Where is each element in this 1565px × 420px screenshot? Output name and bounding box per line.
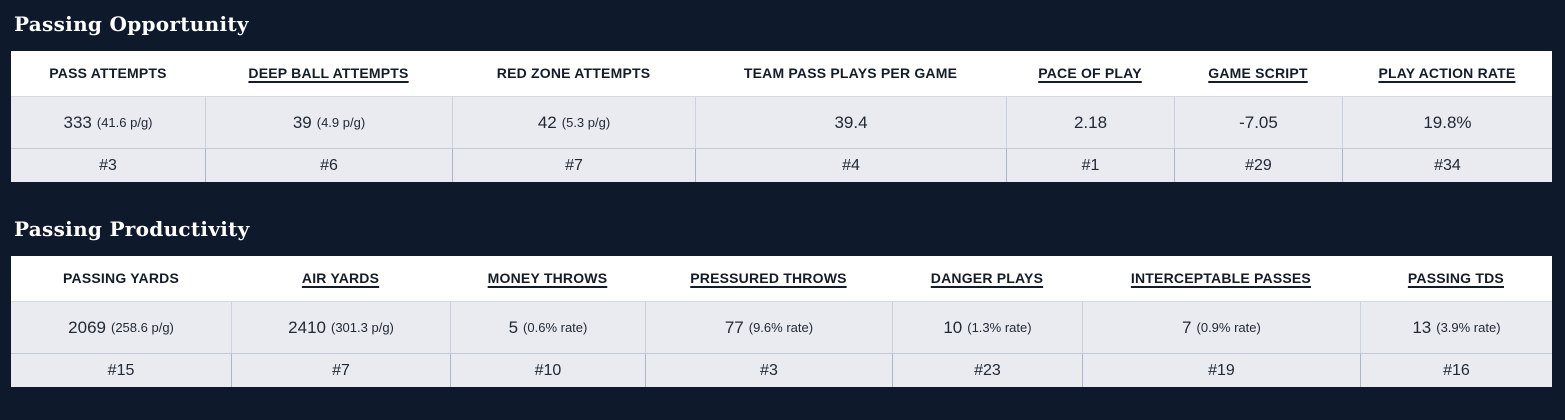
- column-header-red-zone-attempts: RED ZONE ATTEMPTS: [496, 65, 651, 81]
- column-header-pressured-throws[interactable]: PRESSURED THROWS: [690, 270, 847, 286]
- table-rank-row: #3 #6 #7 #4 #1 #29 #34: [11, 148, 1552, 182]
- stats-page: Passing Opportunity PASS ATTEMPTS DEEP B…: [11, 10, 1552, 387]
- passing-productivity-section: Passing Productivity PASSING YARDS AIR Y…: [11, 215, 1552, 387]
- column-header-money-throws[interactable]: MONEY THROWS: [487, 270, 608, 286]
- stat-value-team-pass-plays: 39.4: [695, 97, 1006, 148]
- column-header-team-pass-plays: TEAM PASS PLAYS PER GAME: [743, 65, 958, 81]
- stat-value-game-script: -7.05: [1173, 97, 1342, 148]
- stat-value-danger-plays: 10 (1.3% rate): [891, 302, 1082, 353]
- column-header-game-script[interactable]: GAME SCRIPT: [1208, 65, 1308, 81]
- stat-rank-team-pass-plays: #4: [695, 149, 1006, 182]
- column-header-interceptable-passes[interactable]: INTERCEPTABLE PASSES: [1130, 270, 1311, 286]
- stat-value-pressured-throws: 77 (9.6% rate): [644, 302, 892, 353]
- section-title: Passing Productivity: [14, 217, 250, 241]
- stat-rank-game-script: #29: [1173, 149, 1342, 182]
- passing-opportunity-section: Passing Opportunity PASS ATTEMPTS DEEP B…: [11, 10, 1552, 182]
- stat-value-air-yards: 2410 (301.3 p/g): [231, 302, 450, 353]
- column-header-air-yards[interactable]: AIR YARDS: [301, 270, 380, 286]
- stat-rank-money-throws: #10: [450, 354, 645, 387]
- stat-value-passing-tds: 13 (3.9% rate): [1359, 302, 1552, 353]
- stat-value-money-throws: 5 (0.6% rate): [450, 302, 645, 353]
- stat-rank-pass-attempts: #3: [99, 157, 117, 174]
- section-title: Passing Opportunity: [14, 12, 249, 36]
- stat-rank-deep-ball-attempts: #6: [205, 149, 452, 182]
- column-header-deep-ball-attempts[interactable]: DEEP BALL ATTEMPTS: [248, 65, 409, 81]
- table-header-row: PASSING YARDS AIR YARDS MONEY THROWS PRE…: [11, 256, 1552, 301]
- passing-productivity-table: PASSING YARDS AIR YARDS MONEY THROWS PRE…: [11, 256, 1552, 387]
- stat-value-play-action-rate: 19.8%: [1341, 97, 1552, 148]
- stat-rank-pace-of-play: #1: [1006, 149, 1174, 182]
- stat-value-deep-ball-attempts: 39 (4.9 p/g): [205, 97, 452, 148]
- stat-rank-air-yards: #7: [231, 354, 450, 387]
- passing-opportunity-table: PASS ATTEMPTS DEEP BALL ATTEMPTS RED ZON…: [11, 51, 1552, 182]
- column-header-play-action-rate[interactable]: PLAY ACTION RATE: [1378, 65, 1516, 81]
- column-header-danger-plays[interactable]: DANGER PLAYS: [930, 270, 1044, 286]
- stat-value-pace-of-play: 2.18: [1006, 97, 1174, 148]
- stat-rank-play-action-rate: #34: [1341, 149, 1552, 182]
- stat-value-interceptable-passes: 7 (0.9% rate): [1081, 302, 1360, 353]
- table-header-row: PASS ATTEMPTS DEEP BALL ATTEMPTS RED ZON…: [11, 51, 1552, 96]
- stat-rank-interceptable-passes: #19: [1081, 354, 1360, 387]
- stat-value-pass-attempts: 333 (41.6 p/g): [63, 112, 153, 132]
- stat-rank-passing-tds: #16: [1359, 354, 1552, 387]
- table-value-row: 333 (41.6 p/g) 39 (4.9 p/g) 42 (5.3 p/g) 39…: [11, 96, 1552, 148]
- stat-rank-red-zone-attempts: #7: [452, 149, 695, 182]
- table-rank-row: #15 #7 #10 #3 #23 #19 #16: [11, 353, 1552, 387]
- stat-rank-pressured-throws: #3: [644, 354, 892, 387]
- stat-rank-passing-yards: #15: [107, 362, 135, 379]
- column-header-pace-of-play[interactable]: PACE OF PLAY: [1038, 65, 1142, 81]
- stat-value-passing-yards: 2069 (258.6 p/g): [68, 317, 174, 337]
- stat-value-red-zone-attempts: 42 (5.3 p/g): [452, 97, 695, 148]
- column-header-passing-yards: PASSING YARDS: [63, 270, 179, 286]
- column-header-pass-attempts: PASS ATTEMPTS: [49, 65, 167, 81]
- column-header-passing-tds[interactable]: PASSING TDS: [1407, 270, 1504, 286]
- table-value-row: 2069 (258.6 p/g) 2410 (301.3 p/g) 5 (0.6% r…: [11, 301, 1552, 353]
- stat-rank-danger-plays: #23: [891, 354, 1082, 387]
